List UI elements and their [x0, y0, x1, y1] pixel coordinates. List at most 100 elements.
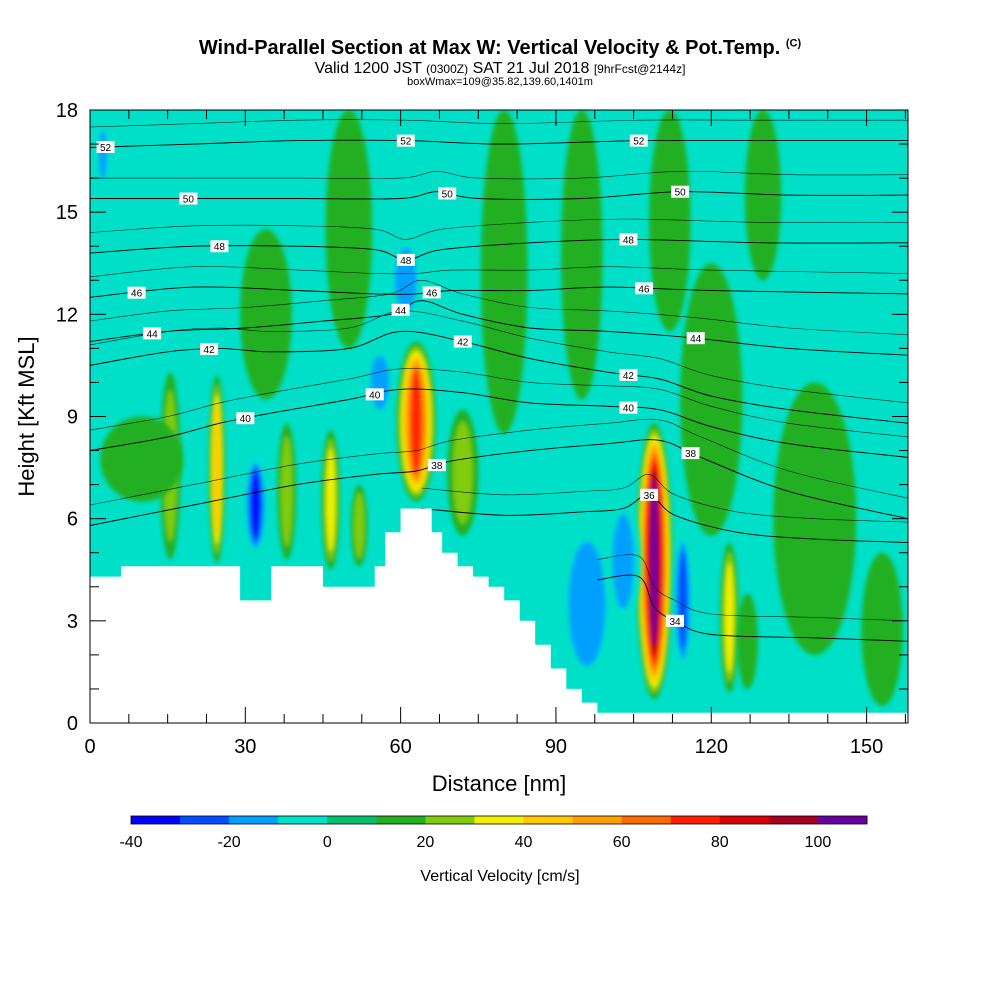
velocity-cell [325, 110, 373, 349]
velocity-cell [364, 348, 396, 417]
svg-text:44: 44 [690, 334, 702, 345]
velocity-cell [636, 423, 673, 700]
x-tick-label: 90 [545, 736, 567, 758]
theta-contour-minor [90, 368, 908, 438]
theta-contour [90, 238, 908, 261]
colorbar-swatch [180, 816, 230, 824]
colorbar-frame [130, 815, 868, 825]
svg-text:40: 40 [369, 390, 381, 401]
contour-label: 42 [200, 343, 219, 356]
contour-label: 46 [127, 286, 146, 300]
svg-text:42: 42 [204, 345, 216, 356]
colorbar-label: Vertical Velocity [cm/s] [420, 868, 579, 885]
y-tick-label: 3 [67, 611, 78, 633]
colorbar-tick-label: -20 [218, 834, 241, 851]
y-tick-label: 18 [56, 100, 78, 122]
svg-text:38: 38 [431, 461, 443, 472]
contour-label: 52 [396, 134, 415, 148]
velocity-cell [649, 110, 691, 332]
svg-text:50: 50 [183, 195, 195, 206]
colorbar-tick-label: 20 [417, 834, 435, 851]
theta-contour-minor [90, 418, 908, 506]
y-axis-label: Height [Kft MSL] [14, 336, 39, 496]
colorbar-tick-label: 80 [711, 834, 729, 851]
colorbar-swatch [817, 816, 868, 824]
svg-text:46: 46 [426, 288, 438, 299]
svg-text:38: 38 [685, 449, 697, 460]
colorbar-swatch [278, 816, 328, 824]
contour-label: 34 [666, 614, 685, 628]
y-tick-label: 15 [56, 202, 78, 224]
velocity-cell [555, 525, 619, 683]
velocity-cell [447, 409, 479, 536]
colorbar-swatch [621, 816, 672, 824]
theta-contour [90, 139, 908, 148]
svg-text:40: 40 [240, 414, 252, 425]
svg-text:48: 48 [623, 235, 635, 246]
svg-text:42: 42 [457, 338, 469, 349]
svg-text:48: 48 [214, 242, 226, 253]
colorbar-swatch [131, 816, 181, 824]
velocity-cell [321, 430, 341, 570]
theta-contour [90, 286, 908, 298]
colorbar-swatch [572, 816, 622, 824]
contour-label: 48 [396, 253, 415, 267]
contour-label: 48 [210, 240, 229, 253]
velocity-cell [744, 110, 782, 281]
svg-text:50: 50 [675, 188, 687, 199]
x-tick-label: 120 [695, 736, 728, 758]
contour-label: 40 [365, 388, 384, 401]
contour-label: 42 [619, 368, 638, 382]
svg-text:52: 52 [633, 137, 645, 148]
colorbar-swatch [229, 816, 279, 824]
theta-contour-minor [90, 170, 908, 180]
theta-contour-minor [90, 279, 908, 336]
theta-contour [90, 191, 908, 200]
svg-text:44: 44 [147, 329, 159, 340]
colorbar-swatch [376, 816, 426, 824]
contour-label: 40 [619, 401, 638, 415]
contour-label: 42 [453, 335, 472, 349]
terrain-mask [90, 508, 908, 723]
contour-label: 44 [686, 332, 705, 345]
contour-labels: 34 36 38 38 40 40 40 42 42 42 44 44 44 46 46 46 48 48 48 50… [96, 134, 705, 628]
svg-text:48: 48 [400, 256, 412, 267]
svg-text:36: 36 [644, 491, 656, 502]
colorbar-swatch [670, 816, 721, 824]
svg-text:50: 50 [442, 189, 454, 200]
svg-text:52: 52 [400, 137, 412, 148]
velocity-cell [737, 593, 758, 689]
colorbar-swatch [768, 816, 819, 824]
colorbar-swatch [474, 816, 524, 824]
contour-label: 48 [619, 233, 638, 246]
theta-contour [90, 300, 908, 356]
contour-label: 52 [629, 134, 648, 148]
velocity-cell [861, 552, 903, 706]
theta-contour [90, 439, 908, 526]
x-tick-label: 150 [850, 736, 883, 758]
velocity-cell [244, 457, 268, 553]
velocity-cell [208, 375, 226, 563]
theta-contour-minor [421, 474, 908, 523]
colorbar: -40 -20 0 20 40 60 80 100 Vertical Velocity [cm/… [119, 815, 868, 885]
chart-title: Wind-Parallel Section at Max W: Vertical… [198, 37, 802, 59]
theta-contour-minor [597, 554, 908, 622]
contour-label: 46 [422, 286, 441, 299]
colorbar-tick-label: 0 [323, 834, 332, 851]
svg-text:44: 44 [395, 306, 407, 317]
svg-text:40: 40 [623, 404, 635, 415]
vertical-velocity-field [96, 110, 903, 706]
potential-temperature-contours [90, 119, 908, 642]
chart-subtitle: Valid 1200 JST (0300Z) SAT 21 Jul 2018 [… [314, 60, 686, 77]
colorbar-tick-label: 100 [805, 834, 832, 851]
colorbar-swatch [327, 816, 377, 824]
svg-text:42: 42 [623, 371, 635, 382]
theta-contour [90, 388, 908, 458]
svg-text:34: 34 [669, 617, 681, 628]
velocity-cell [350, 484, 368, 567]
velocity-cell [396, 341, 436, 502]
theta-contour-minor [90, 266, 908, 278]
colorbar-tick-label: -40 [119, 834, 142, 851]
